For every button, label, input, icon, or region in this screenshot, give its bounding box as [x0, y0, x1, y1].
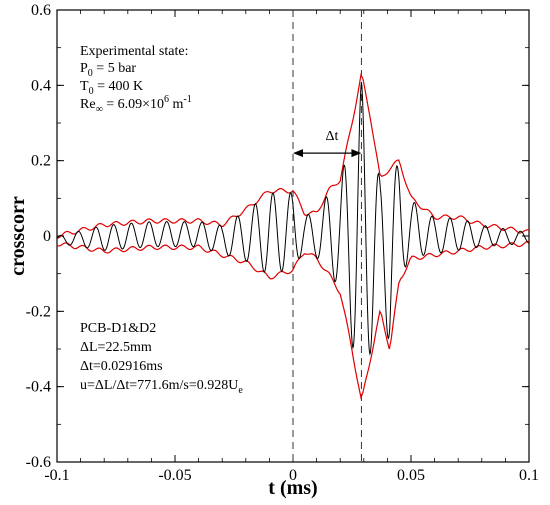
y-tick-label: 0	[43, 228, 51, 245]
delta-t-arrow	[293, 149, 362, 158]
delta-t-label: Δt	[326, 129, 339, 144]
x-tick-label: 0.05	[397, 467, 425, 484]
anno-p0: P0 = 5 bar	[80, 61, 136, 79]
data-series	[56, 72, 530, 400]
anno-sensor: PCB-D1&D2	[80, 321, 156, 336]
x-axis-title: t (ms)	[268, 477, 317, 499]
axis-ticks: -0.1 -0.05 0 0.05 0.1 0.6 0.4 0.2 0 -0.2 -0.4 -0.6	[26, 2, 539, 484]
y-axis-title: crosscorr	[7, 196, 29, 276]
anno-velocity: u=ΔL/Δt=771.6m/s=0.928Ue	[80, 378, 243, 396]
delta-t-arrowhead-right	[351, 149, 362, 158]
y-tick-label: 0.2	[31, 153, 51, 170]
y-tick-label: -0.2	[26, 303, 51, 320]
anno-delta-t: Δt=0.02916ms	[80, 359, 163, 374]
x-tick-label: 0.1	[519, 467, 539, 484]
y-tick-label: -0.4	[26, 379, 51, 396]
crosscorr-line	[56, 82, 530, 356]
anno-experimental-state: Experimental state:	[80, 44, 188, 59]
annotation-bottom: PCB-D1&D2 ΔL=22.5mm Δt=0.02916ms u=ΔL/Δt…	[80, 321, 243, 396]
y-tick-label: 0.4	[31, 77, 51, 94]
x-tick-label: 0	[289, 467, 297, 484]
anno-re: Re∞ = 6.09×106 m-1	[80, 94, 192, 115]
delta-t-arrowhead-left	[293, 149, 303, 158]
x-tick-label: -0.1	[44, 467, 69, 484]
annotation-top: Experimental state: P0 = 5 bar T0 = 400 …	[80, 44, 192, 115]
y-tick-label: 0.6	[31, 2, 51, 19]
envelope-lower-line	[56, 240, 530, 400]
y-tick-label: -0.6	[26, 454, 51, 471]
anno-delta-l: ΔL=22.5mm	[80, 340, 152, 355]
anno-t0: T0 = 400 K	[80, 79, 143, 97]
x-tick-label: -0.05	[158, 467, 191, 484]
